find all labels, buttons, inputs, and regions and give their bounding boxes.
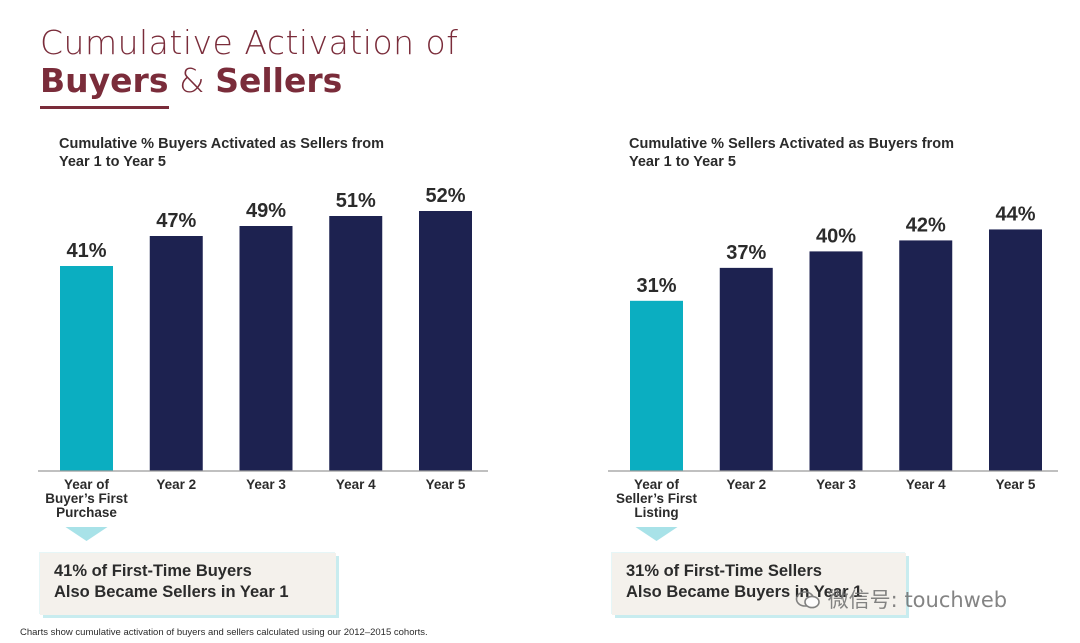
buyers-category-label-4: Year 4 [336,477,376,492]
buyers-value-label-4: 51% [336,190,376,212]
sellers-value-label-5: 44% [995,203,1035,225]
footnote: Charts show cumulative activation of buy… [20,627,428,638]
sellers-category-label-5: Year 5 [996,477,1036,492]
buyers-pointer-triangle [65,527,108,541]
sellers-bar-1 [630,300,683,471]
wechat-icon [795,591,820,609]
buyers-value-label-1: 41% [66,240,106,262]
buyers-chart-title-line-1: Cumulative % Buyers Activated as Sellers… [59,136,384,152]
buyers-category-label-3: Year 3 [246,477,286,492]
watermark-text: 微信号: touchweb [827,588,1008,612]
sellers-chart-title-line-1: Cumulative % Sellers Activated as Buyers… [629,136,954,152]
sellers-chart-title-line-2: Year 1 to Year 5 [629,154,736,170]
buyers-chart: Cumulative % Buyers Activated as Sellers… [38,136,488,541]
sellers-category-label-1-line-1: Year of [634,477,680,492]
watermark: 微信号: touchweb [795,584,1007,614]
sellers-category-label-3: Year 3 [816,477,856,492]
sellers-value-label-2: 37% [726,242,766,264]
title-sellers: Sellers [215,61,343,100]
sellers-value-label-1: 31% [636,275,676,297]
callout-sellers: 31% of First-Time Sellers Also Became Bu… [612,553,906,615]
buyers-category-label-2: Year 2 [156,477,196,492]
sellers-category-label-1-line-3: Listing [634,505,678,520]
sellers-bar-5 [989,229,1042,471]
callout-buyers: 41% of First-Time Buyers Also Became Sel… [40,553,336,615]
buyers-category-label-1-line-3: Purchase [56,505,117,520]
callout-buyers-line-1: 41% of First-Time Buyers [54,562,252,580]
title-ampersand: & [178,61,205,100]
sellers-bar-4 [899,240,953,471]
buyers-category-label-5: Year 5 [426,477,466,492]
sellers-value-label-3: 40% [816,225,856,247]
buyers-bar-4 [329,216,383,471]
sellers-value-label-4: 42% [906,214,946,236]
buyers-value-label-5: 52% [425,185,465,207]
callout-sellers-line-1: 31% of First-Time Sellers [626,562,822,580]
buyers-category-label-1-line-1: Year of [64,477,110,492]
callout-buyers-line-2: Also Became Sellers in Year 1 [54,583,289,601]
sellers-category-label-1-line-2: Seller’s First [616,491,698,506]
buyers-bar-5 [419,211,472,471]
sellers-category-label-2: Year 2 [726,477,766,492]
callout-sellers-line-2: Also Became Buyers in Year 1 [626,583,863,601]
title-underline [40,106,169,109]
page-title: Cumulative Activation of Buyers & Seller… [40,24,458,100]
sellers-category-label-4: Year 4 [906,477,946,492]
buyers-value-label-3: 49% [246,200,286,222]
sellers-bar-2 [719,267,773,471]
title-line-2: Buyers & Sellers [40,62,458,100]
buyers-category-label-1-line-2: Buyer’s First [45,491,128,506]
buyers-bar-1 [60,266,113,471]
sellers-chart: Cumulative % Sellers Activated as Buyers… [608,136,1058,541]
sellers-pointer-triangle [635,527,678,541]
buyers-chart-title-line-2: Year 1 to Year 5 [59,154,166,170]
buyers-value-label-2: 47% [156,210,196,232]
buyers-bar-2 [149,236,203,471]
sellers-bar-3 [809,251,863,471]
buyers-bar-3 [239,226,293,471]
title-line-1: Cumulative Activation of [40,23,459,62]
title-buyers: Buyers [40,61,169,100]
